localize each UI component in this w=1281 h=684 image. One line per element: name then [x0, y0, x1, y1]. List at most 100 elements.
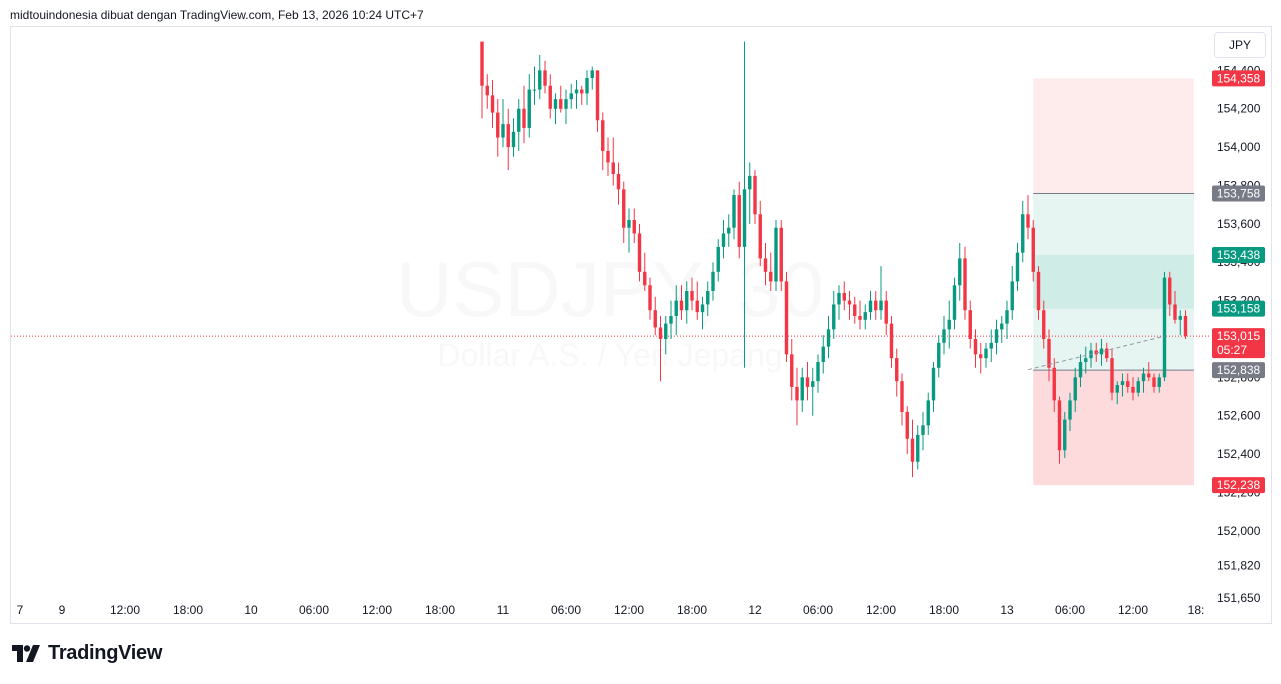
- candle-body: [1047, 338, 1051, 368]
- candle: [947, 300, 951, 349]
- candle-body: [968, 310, 972, 339]
- candle-body: [779, 227, 783, 282]
- candle: [727, 214, 731, 247]
- candle: [1178, 310, 1182, 336]
- candle: [900, 373, 904, 426]
- y-tick-label: 151,650: [1217, 591, 1261, 605]
- price-tag: 152,238: [1212, 477, 1265, 494]
- candle-body: [800, 377, 804, 401]
- candle-body: [553, 99, 558, 109]
- candle: [784, 271, 789, 363]
- candle: [1052, 358, 1056, 412]
- candle: [611, 137, 615, 186]
- candle: [931, 362, 936, 412]
- candle-body: [769, 271, 773, 282]
- candle-body: [1120, 381, 1125, 386]
- candle: [643, 252, 647, 292]
- candle: [501, 99, 505, 148]
- candle: [601, 112, 605, 171]
- candle-body: [837, 292, 841, 305]
- candle-body: [1173, 304, 1177, 320]
- y-tick-label: 153,600: [1217, 217, 1261, 231]
- price-tag-bg: [1212, 70, 1265, 87]
- candle: [706, 281, 710, 316]
- candle: [580, 85, 584, 105]
- candle: [868, 291, 873, 320]
- candle-body: [758, 214, 762, 259]
- candle: [753, 170, 757, 224]
- candle-body: [1183, 315, 1188, 337]
- candle: [1105, 342, 1109, 363]
- candle-body: [910, 438, 915, 462]
- price-tag-text: 153,758: [1217, 187, 1261, 201]
- candle-body: [700, 304, 705, 313]
- candle: [1120, 373, 1125, 397]
- candle-body: [816, 362, 820, 382]
- candle-body: [622, 189, 626, 228]
- candle: [910, 419, 915, 478]
- candle-body: [1162, 277, 1167, 378]
- price-tag-bg: [1212, 300, 1265, 317]
- candle: [989, 329, 993, 363]
- candle: [769, 252, 773, 292]
- candle: [1000, 315, 1004, 343]
- candle: [538, 55, 542, 100]
- candle: [811, 367, 815, 416]
- x-tick-label: 18:00: [173, 603, 203, 617]
- x-tick-label: 18:00: [677, 603, 707, 617]
- x-tick-label: 12: [748, 603, 762, 617]
- x-tick-label: 13: [1000, 603, 1014, 617]
- chart-caption: midtouindonesia dibuat dengan TradingVie…: [10, 8, 424, 22]
- candle-body: [979, 354, 983, 359]
- candle-body: [685, 291, 689, 311]
- candle-body: [1131, 386, 1135, 393]
- candle-body: [895, 358, 899, 382]
- currency-button[interactable]: JPY: [1214, 32, 1266, 58]
- candle: [805, 362, 810, 401]
- candle-body: [506, 124, 510, 148]
- candle-body: [826, 329, 831, 347]
- candle: [826, 315, 831, 359]
- candle: [837, 285, 841, 320]
- candle: [874, 291, 878, 320]
- price-tag: 152,838: [1212, 362, 1265, 379]
- candle-body: [1141, 373, 1146, 382]
- candle-body: [832, 304, 836, 330]
- candle-body: [790, 354, 794, 387]
- candle-body: [648, 285, 652, 311]
- candle-body: [564, 99, 568, 109]
- x-tick-label: 18:: [1188, 603, 1205, 617]
- candle: [973, 329, 978, 368]
- candle: [958, 243, 962, 301]
- candle-body: [926, 400, 930, 426]
- candle: [921, 411, 925, 451]
- candle-body: [795, 386, 799, 401]
- trendline: [1027, 335, 1165, 371]
- candle: [763, 243, 768, 286]
- candle: [1005, 300, 1009, 339]
- brand-logo[interactable]: TradingView: [12, 642, 162, 665]
- price-tag-text: 152,838: [1217, 363, 1261, 377]
- candle-body: [742, 189, 747, 247]
- candle-body: [1036, 271, 1041, 311]
- candle: [653, 296, 657, 336]
- last-price-tag-text: 153,015: [1217, 329, 1261, 343]
- candle: [952, 277, 957, 330]
- candle-body: [695, 300, 699, 313]
- candle: [517, 99, 521, 151]
- candle: [532, 66, 537, 105]
- x-tick-label: 12:00: [866, 603, 896, 617]
- candle-body: [711, 271, 715, 292]
- candle: [674, 285, 678, 336]
- price-tag: 153,758: [1212, 185, 1265, 202]
- candle: [1036, 266, 1041, 320]
- candle: [1021, 200, 1025, 263]
- candle-body: [805, 377, 810, 387]
- candle: [779, 220, 783, 292]
- candle-body: [958, 258, 962, 286]
- candle: [658, 315, 663, 382]
- candle-body: [1110, 358, 1114, 393]
